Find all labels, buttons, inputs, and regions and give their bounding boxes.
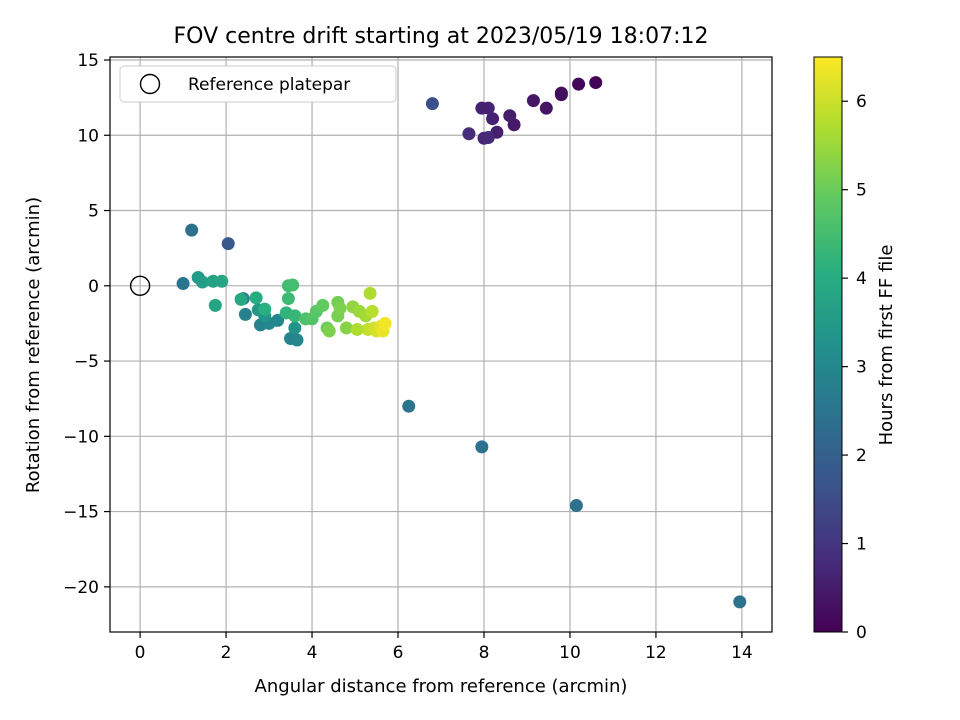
y-tick-label: −5 (74, 352, 99, 372)
data-points (176, 76, 747, 609)
y-tick-label: −20 (63, 578, 99, 598)
data-point (733, 595, 747, 609)
data-point (526, 94, 540, 108)
reference-point (129, 275, 151, 296)
data-point (281, 292, 295, 306)
colorbar-tick-label: 3 (856, 358, 867, 378)
data-point (539, 101, 553, 115)
data-point (258, 302, 272, 316)
data-point (572, 77, 586, 91)
data-point (238, 307, 252, 321)
colorbar: 0 1 2 3 4 5 6 Hours from first FF file (813, 56, 897, 643)
plot-frame (109, 56, 773, 633)
data-point (475, 440, 489, 454)
x-tick-label: 0 (135, 643, 146, 663)
legend-reference-marker (139, 73, 161, 95)
data-point (462, 127, 476, 141)
data-point (481, 131, 495, 145)
data-point (569, 499, 583, 513)
data-point (290, 333, 304, 347)
data-point (589, 76, 603, 90)
colorbar-tick-label: 0 (856, 623, 867, 643)
chart-title: FOV centre drift starting at 2023/05/19 … (174, 24, 709, 49)
y-axis-label: Rotation from reference (arcmin) (23, 197, 44, 493)
y-axis: 15 10 5 0 −5 −10 −15 −20 (63, 51, 110, 598)
data-point (503, 109, 517, 123)
x-axis: 0 2 4 6 8 10 12 14 (135, 632, 753, 663)
data-point (288, 321, 302, 335)
y-tick-label: 0 (88, 277, 99, 297)
data-point (425, 97, 439, 111)
data-point (288, 309, 302, 323)
data-point (322, 324, 336, 338)
data-point (176, 277, 190, 291)
reference-marker (129, 275, 151, 296)
colorbar-ticks: 0 1 2 3 4 5 6 (842, 92, 867, 643)
data-point (221, 237, 235, 251)
y-tick-label: 15 (77, 51, 99, 71)
data-point (365, 304, 379, 318)
data-point (215, 274, 229, 288)
colorbar-tick-label: 2 (856, 446, 867, 466)
data-point (402, 399, 416, 413)
x-tick-label: 8 (479, 643, 490, 663)
data-point (333, 301, 347, 315)
data-point (475, 101, 489, 115)
colorbar-tick-label: 4 (856, 269, 867, 289)
y-tick-label: 5 (88, 202, 99, 222)
data-point (286, 278, 300, 292)
data-point (339, 321, 353, 335)
x-tick-label: 12 (645, 643, 667, 663)
colorbar-label: Hours from first FF file (876, 245, 897, 446)
y-tick-label: −15 (63, 503, 99, 523)
legend: Reference platepar (119, 65, 397, 103)
colorbar-tick-label: 6 (856, 92, 867, 112)
data-point (249, 291, 263, 305)
x-tick-label: 14 (731, 643, 753, 663)
x-tick-label: 4 (307, 643, 318, 663)
x-axis-label: Angular distance from reference (arcmin) (255, 676, 628, 697)
data-point (195, 275, 209, 289)
data-point (554, 86, 568, 100)
x-tick-label: 6 (393, 643, 404, 663)
data-point (271, 313, 285, 327)
legend-box (119, 65, 397, 103)
y-tick-label: 10 (77, 126, 99, 146)
data-point (486, 112, 500, 126)
legend-entry-reference: Reference platepar (188, 75, 350, 95)
data-point (234, 292, 248, 306)
colorbar-tick-label: 5 (856, 181, 867, 201)
data-point (378, 316, 392, 330)
data-point (208, 298, 222, 312)
x-tick-label: 2 (221, 643, 232, 663)
x-tick-label: 10 (559, 643, 581, 663)
y-tick-label: −10 (63, 427, 99, 447)
grid-lines (110, 57, 772, 632)
data-point (316, 298, 330, 312)
data-point (363, 286, 377, 300)
colorbar-tick-label: 1 (856, 535, 867, 555)
data-point (350, 322, 364, 336)
data-point (185, 223, 199, 237)
colorbar-gradient (813, 56, 843, 633)
